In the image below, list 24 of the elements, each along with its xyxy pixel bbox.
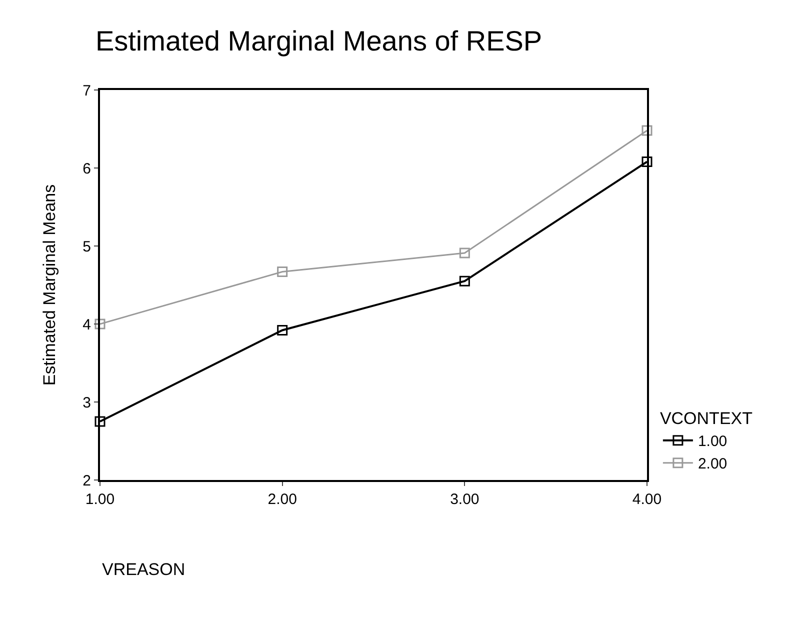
point xyxy=(277,324,288,336)
x-tick-label: 2.00 xyxy=(268,491,297,508)
y-tick-label: 3 xyxy=(82,394,91,412)
y-tick-label: 5 xyxy=(82,238,91,256)
point xyxy=(459,248,470,258)
y-tick-label: 4 xyxy=(82,316,91,334)
point xyxy=(642,125,652,136)
legend-label: 1.00 xyxy=(698,433,728,450)
point xyxy=(277,266,288,277)
y-tick-label: 7 xyxy=(82,82,91,100)
legend-title: VCONTEXT xyxy=(660,409,753,428)
point xyxy=(94,416,106,427)
point xyxy=(459,276,470,286)
point xyxy=(642,156,652,168)
y-tick-label: 6 xyxy=(82,160,91,178)
y-axis-title: Estimated Marginal Means xyxy=(40,184,59,386)
x-tick-label: 3.00 xyxy=(450,491,480,508)
x-tick-label: 1.00 xyxy=(85,491,115,508)
point xyxy=(94,318,106,330)
x-axis-title: VREASON xyxy=(102,560,186,579)
y-tick-label: 2 xyxy=(82,472,91,490)
chart-title: Estimated Marginal Means of RESP xyxy=(95,26,542,57)
x-tick-label: 4.00 xyxy=(632,491,662,508)
legend-label: 2.00 xyxy=(698,456,728,473)
